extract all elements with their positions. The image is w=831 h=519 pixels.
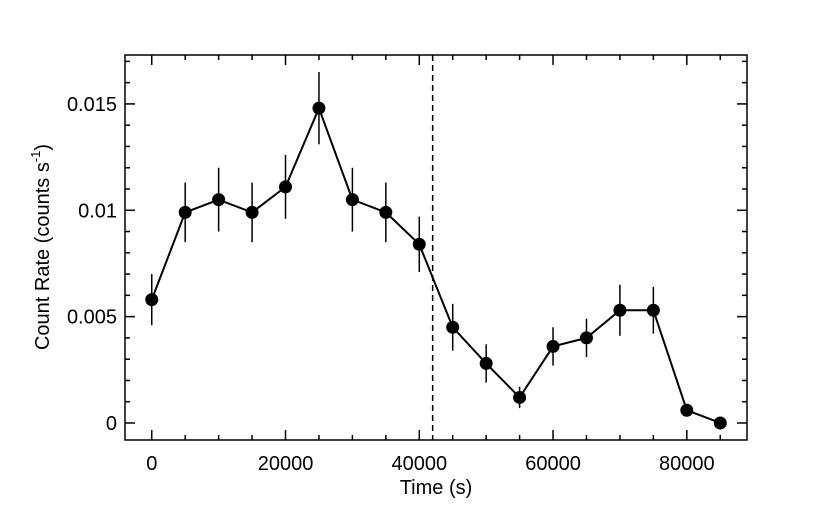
x-tick-label: 20000 — [258, 453, 314, 475]
y-tick-label: 0.005 — [67, 307, 117, 329]
data-point — [379, 205, 393, 219]
data-point — [178, 205, 192, 219]
y-axis-title-closing: ) — [32, 144, 54, 151]
y-tick-label: 0.015 — [67, 94, 117, 116]
y-tick-label: 0 — [106, 413, 117, 435]
y-axis-title-superscript: -1 — [28, 151, 43, 163]
data-point — [212, 193, 226, 207]
plot-frame — [124, 54, 748, 441]
x-axis-title: Time (s) — [400, 477, 473, 499]
data-point — [345, 193, 359, 207]
data-point — [412, 237, 426, 251]
y-axis-title: Count Rate (counts s-1) — [28, 144, 54, 350]
series-line-group — [150, 105, 721, 424]
data-point — [546, 339, 560, 353]
data-point — [245, 205, 259, 219]
x-tick-label: 80000 — [659, 453, 715, 475]
y-tick-label: 0.01 — [78, 200, 117, 222]
y-tick-labels: 0 0.005 0.01 0.015 — [67, 94, 117, 435]
data-point — [713, 416, 727, 430]
data-point — [312, 101, 326, 115]
x-tick-label: 40000 — [391, 453, 447, 475]
data-point — [646, 303, 660, 317]
data-point — [145, 293, 159, 307]
axis-ticks — [125, 55, 747, 440]
x-tick-label: 60000 — [525, 453, 581, 475]
data-point — [613, 303, 627, 317]
y-axis-title-main: Count Rate (counts s — [32, 162, 54, 350]
x-tick-label: 0 — [146, 453, 157, 475]
data-point — [446, 320, 460, 334]
data-points — [145, 101, 727, 430]
series-line — [150, 105, 721, 424]
error-bars — [151, 72, 721, 426]
x-tick-labels: 0 20000 40000 60000 80000 — [146, 453, 714, 475]
data-point — [680, 403, 694, 417]
data-point — [479, 356, 493, 370]
data-point — [513, 390, 527, 404]
data-point — [279, 180, 293, 194]
data-point — [579, 331, 593, 345]
